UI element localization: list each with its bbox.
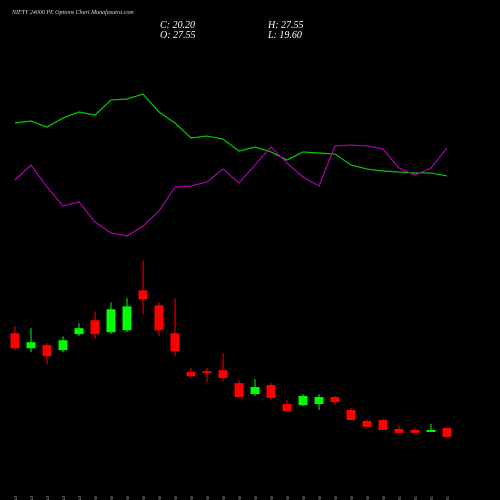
x-tick-label: 24 Nov [316,495,323,500]
candle-body [138,290,148,300]
candle-body [218,370,228,379]
candle-body [282,403,292,412]
x-tick-label: 11 Nov [173,495,179,500]
candle-body [202,371,212,374]
candle-body [42,345,52,357]
candle-body [426,429,436,432]
low-info: L: 19.60 [267,30,302,41]
candle-body [442,427,452,437]
candle-body [394,429,404,433]
candle-body [298,396,308,406]
candle-body [250,387,260,395]
candle-body [314,397,324,404]
candle-body [90,320,100,335]
x-tick-label: 07 Nov [141,495,147,500]
close-info: C: 20.20 [160,20,195,31]
candle-body [186,372,196,377]
x-tick-label: 29 Oct [45,496,51,500]
x-tick-label: 17 Nov [237,495,243,500]
x-tick-label: 14 Nov [220,495,227,500]
candle-body [122,306,132,331]
x-tick-label: 19 Nov [269,495,275,500]
candle-body [154,305,164,331]
indicator-line [14,93,448,177]
x-tick-label: 10 Nov [157,495,163,500]
chart-title: NIFTY 24000 PE Options Chart Munafasutra… [11,9,134,16]
x-tick-label: 03 Dec [429,495,435,500]
x-tick-label: 03 Nov [93,495,99,500]
x-tick-label: 12 Nov [189,495,195,500]
x-tick-label: 20 Nov [285,495,291,500]
candle-body [266,385,276,399]
candle-body [10,333,20,349]
x-tick-label: 18 Nov [253,495,259,500]
candle-body [330,397,340,403]
x-tick-label: 27 Nov [365,495,371,500]
x-tick-label: 21 Nov [301,495,307,500]
high-info: H: 27.55 [267,20,304,31]
x-tick-label: 28 Nov [381,495,387,500]
x-tick-label: 01 Dec [397,495,403,500]
candle-body [234,383,244,398]
x-tick-label: 06 Nov [125,495,131,500]
candle-body [106,309,116,333]
indicator-line [14,144,448,237]
x-tick-label: 04 Nov [108,495,115,500]
x-tick-label: 31 Oct [77,496,83,500]
candle-body [410,429,420,433]
candle-body [58,340,68,351]
x-tick-label: 30 Oct [61,496,67,500]
x-tick-label: 28 Oct [29,496,35,500]
candle-body [170,333,180,352]
x-tick-label: 02 Dec [413,495,419,500]
candle-body [346,409,356,420]
candle-body [26,342,36,349]
x-tick-label: 25 Nov [333,495,339,500]
open-info: O: 27.55 [160,30,196,41]
candle-body [74,328,84,335]
x-tick-label: 04 Dec [444,495,451,500]
candle-body [362,420,372,427]
x-tick-label: 27 Oct [13,496,19,500]
x-tick-label: 26 Nov [349,495,355,500]
candle-body [378,419,388,430]
x-tick-label: 13 Nov [205,495,211,500]
